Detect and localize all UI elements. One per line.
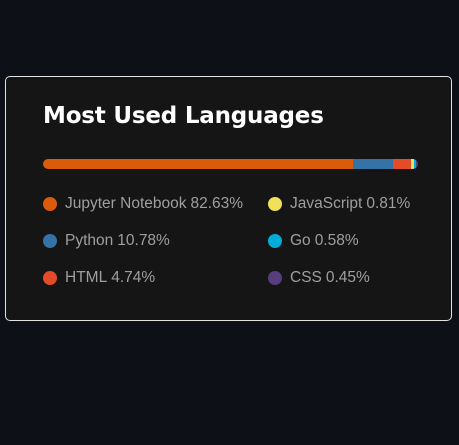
- progress-segment-javascript: [411, 159, 415, 169]
- progress-segment-html: [393, 159, 412, 169]
- language-name: JavaScript: [290, 195, 363, 212]
- progress-segment-go: [414, 159, 417, 169]
- language-percent: 0.45%: [325, 269, 370, 286]
- language-name: Python: [65, 232, 114, 249]
- language-percent: 4.74%: [111, 269, 156, 286]
- language-name: CSS: [290, 269, 322, 286]
- language-percent: 0.58%: [314, 232, 359, 249]
- language-color-dot: [43, 234, 57, 248]
- languages-card: Most Used Languages Jupyter Notebook 82.…: [5, 76, 452, 321]
- language-percent: 0.81%: [366, 195, 411, 212]
- progress-segment-jupyter-notebook: [43, 159, 353, 169]
- legend-item-jupyter-notebook: Jupyter Notebook 82.63%: [43, 192, 243, 216]
- language-color-dot: [43, 271, 57, 285]
- language-name: Jupyter Notebook: [65, 195, 187, 212]
- language-color-dot: [43, 197, 57, 211]
- legend-item-go: Go 0.58%: [268, 229, 359, 253]
- language-name: HTML: [65, 269, 108, 286]
- language-color-dot: [268, 271, 282, 285]
- language-color-dot: [268, 197, 282, 211]
- language-progress-bar: [43, 159, 418, 169]
- language-percent: 10.78%: [117, 232, 170, 249]
- legend-item-css: CSS 0.45%: [268, 266, 370, 290]
- legend-item-python: Python 10.78%: [43, 229, 170, 253]
- language-name: Go: [290, 232, 311, 249]
- legend-item-javascript: JavaScript 0.81%: [268, 192, 410, 216]
- language-percent: 82.63%: [190, 195, 244, 212]
- progress-segment-css: [416, 159, 418, 169]
- language-color-dot: [268, 234, 282, 248]
- legend-item-html: HTML 4.74%: [43, 266, 155, 290]
- progress-segment-python: [352, 159, 394, 169]
- card-title: Most Used Languages: [43, 103, 324, 129]
